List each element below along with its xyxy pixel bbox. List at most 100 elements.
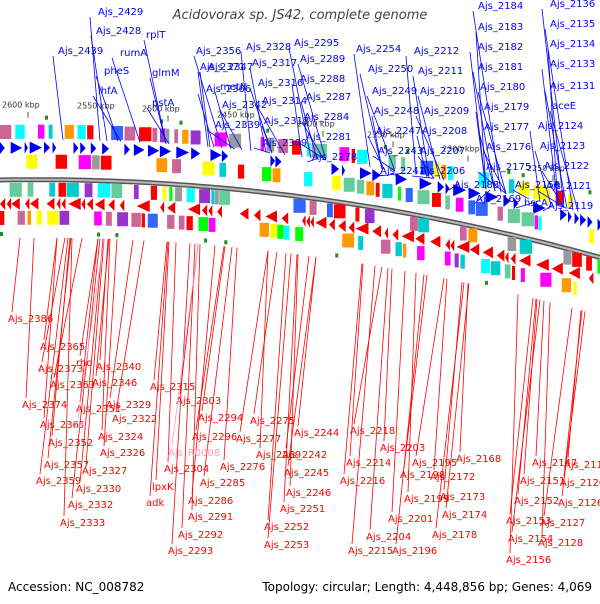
reverse-leader-line [43,237,58,341]
reverse-gene-label: Ajs_2357 [44,460,89,471]
cog-feature [111,126,123,141]
gene-arrow [341,164,346,177]
cog-feature [555,190,564,205]
cog-feature [540,272,552,287]
gene-arrow [510,252,516,265]
reverse-gene-label: Ajs_2294 [198,413,243,424]
forward-leader-line [359,73,383,169]
forward-gene-label: Ajs_2122 [544,161,589,172]
reverse-leader-line [297,256,317,427]
cog-feature [66,182,79,197]
reverse-leader-line [43,237,58,419]
cog-feature [339,147,350,162]
gene-arrow [221,150,229,163]
forward-leader-line [473,189,491,205]
tick-label: 2550 kbp [77,102,115,111]
reverse-leader-line [155,241,170,481]
gene-arrow [384,227,389,240]
forward-leader-line [291,83,303,157]
reverse-gene-label: Ajs_2154 [508,534,553,545]
gc-skew-mark [97,232,101,237]
rna-gene-label: Ajs_R0008 [168,448,220,459]
reverse-gene-label: Ajs_2116 [564,460,600,471]
forward-leader-line [547,48,559,207]
cog-feature [37,124,45,139]
gene-arrow [11,197,20,210]
forward-leader-line [542,204,554,212]
reverse-leader-line [509,297,534,515]
reverse-leader-line [433,278,448,471]
cog-feature [519,239,533,254]
cog-feature [410,216,418,231]
forward-leader-line [541,68,559,207]
reverse-gene-label: Ajs_2198 [400,470,445,481]
cog-feature [156,158,168,173]
reverse-gene-label: Ajs_2172 [430,472,475,483]
cog-feature [159,128,166,143]
gene-arrow [306,215,310,228]
reverse-leader-line [567,310,582,459]
cog-feature [186,188,195,203]
gene-arrow [415,232,425,245]
forward-gene-label: Ajs_2356 [196,46,241,57]
cog-feature [165,128,170,143]
rna-leader-line [171,243,199,447]
reverse-leader-line [535,300,545,457]
cog-feature [167,214,175,229]
cog-feature [382,183,393,198]
reverse-gene-label: Ajs_2251 [280,504,325,515]
gene-arrow [80,142,86,155]
cog-feature [172,159,181,174]
gene-arrow [61,197,66,210]
cog-feature [272,168,281,183]
reverse-leader-line [267,252,287,521]
cog-feature [270,224,278,239]
reverse-gene-label: Ajs_2275 [250,416,295,427]
forward-gene-label: Ajs_2250 [368,64,413,75]
cog-feature [105,211,112,226]
reverse-gene-label: Ajs_2127 [540,518,585,529]
cog-feature [26,154,38,169]
reverse-leader-line [25,237,35,399]
forward-gene-label: Ajs_2124 [538,121,583,132]
cog-feature [186,216,193,231]
gene-arrow [359,167,372,180]
forward-gene-label: Ajs_2175 [486,162,531,173]
forward-gene-label: Ajs_2309 [262,138,307,149]
cog-feature [351,148,355,163]
forward-gene-label: Ajs_2176 [486,142,531,153]
forward-gene-label: aceE [552,101,576,112]
gene-arrow [496,249,505,262]
reverse-gene-label: Ajs_2201 [388,514,433,525]
cog-feature [520,268,525,283]
reverse-gene-label: Ajs_2173 [440,492,485,503]
gene-arrow [253,209,261,222]
forward-leader-line [297,63,327,161]
cog-feature [417,190,430,205]
reverse-gene-label: adk [146,498,164,509]
cog-feature [292,140,301,155]
reverse-leader-line [383,268,393,442]
reverse-leader-line [201,246,226,412]
forward-leader-line [417,155,435,179]
reverse-leader-line [459,283,469,453]
cog-feature [0,211,5,225]
cog-feature [459,226,467,241]
cog-feature [277,224,284,239]
cog-feature [316,143,327,158]
reverse-gene-label: Ajs_2330 [76,484,121,495]
cog-feature [182,129,189,144]
cog-feature [175,187,182,202]
gene-arrow [52,141,57,154]
cog-feature [92,155,100,170]
gene-arrow [191,147,201,160]
cog-feature [481,259,490,274]
reverse-leader-line [395,274,425,545]
gene-arrow [102,142,110,155]
cog-feature [433,163,440,178]
reverse-gene-label: Ajs_2168 [456,454,501,465]
rna-gene-label: tls [74,420,86,431]
reverse-gene-label: Ajs_2329 [106,400,151,411]
cog-feature [572,252,582,267]
